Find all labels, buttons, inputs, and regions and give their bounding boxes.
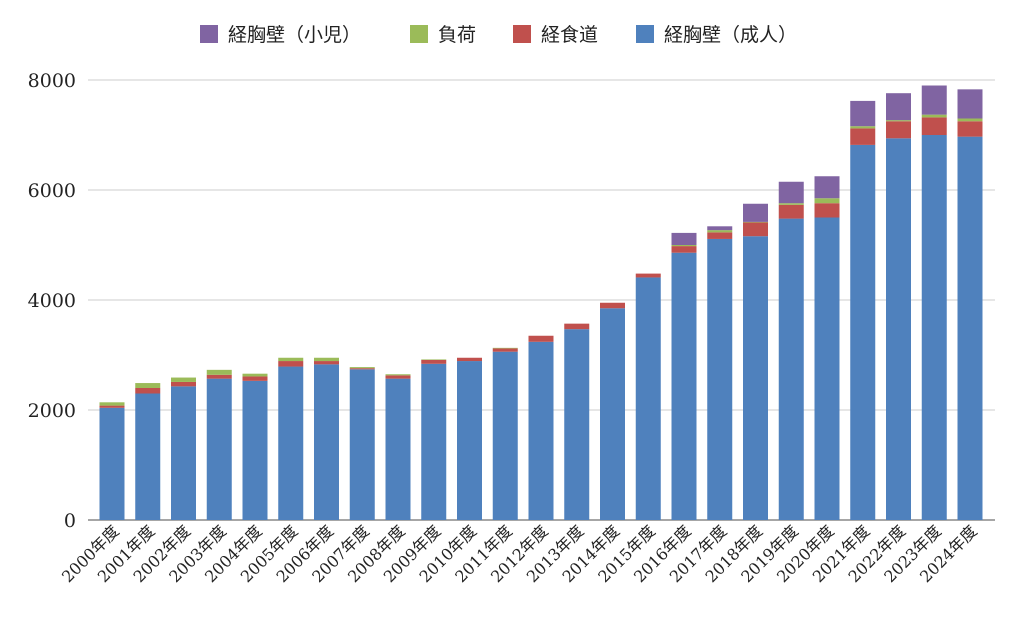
bar-segment xyxy=(921,114,947,118)
bar-segment xyxy=(743,236,768,520)
bar-segment xyxy=(635,273,661,278)
bar-segment xyxy=(135,383,161,388)
bar-segment xyxy=(707,238,733,520)
bar-segment xyxy=(135,388,161,394)
bar-segment xyxy=(349,369,375,520)
bar-segment xyxy=(492,351,518,520)
bar-segment xyxy=(778,203,804,205)
bar-segment xyxy=(957,118,983,122)
bar-segment xyxy=(921,117,947,135)
bar-segment xyxy=(778,218,804,520)
y-tick-label: 8000 xyxy=(28,70,76,92)
bar-segment xyxy=(850,128,876,145)
bar-segment xyxy=(99,407,125,520)
bar-segment xyxy=(886,138,911,521)
bar-segment xyxy=(171,377,196,382)
bar-segment xyxy=(314,364,339,520)
bar-segment xyxy=(814,203,840,218)
bar-segment xyxy=(886,93,911,121)
bar-segment xyxy=(743,221,768,223)
bar-segment xyxy=(814,198,840,204)
bar-segment xyxy=(278,361,304,367)
legend-swatch xyxy=(513,25,531,43)
bar-segment xyxy=(707,230,733,233)
bar-segment xyxy=(671,246,697,253)
legend-swatch xyxy=(200,25,218,43)
bar-segment xyxy=(385,378,411,520)
bar-segment xyxy=(242,380,268,520)
bar-segment xyxy=(671,232,697,245)
bar-segment xyxy=(850,126,876,129)
bar-segment xyxy=(564,329,590,520)
bar-segment xyxy=(135,393,161,520)
bar-segment xyxy=(778,204,804,219)
bar-segment xyxy=(171,386,196,520)
bar-segment xyxy=(492,347,518,349)
bar-segment xyxy=(886,121,911,139)
bar-segment xyxy=(99,405,125,408)
bar-segment xyxy=(600,308,625,520)
bar-segment xyxy=(528,341,554,520)
bar-segment xyxy=(278,357,304,362)
bar-segment xyxy=(564,323,590,330)
legend-label: 経胸壁（成人） xyxy=(664,24,797,46)
bar-segment xyxy=(743,222,768,237)
bar-segment xyxy=(314,357,339,362)
bar-segment xyxy=(957,121,983,137)
legend-swatch xyxy=(636,25,654,43)
legend-label: 負荷 xyxy=(438,24,476,46)
bar-segment xyxy=(171,381,196,387)
bar-segment xyxy=(850,100,876,127)
bar-segment xyxy=(600,302,625,309)
bar-segment xyxy=(385,375,411,379)
bar-segment xyxy=(457,361,482,520)
bar-segment xyxy=(921,85,947,115)
bar-segment xyxy=(671,245,697,247)
bar-segment xyxy=(457,357,482,362)
bar-segment xyxy=(743,203,768,222)
bar-segment xyxy=(778,181,804,204)
bar-segment xyxy=(814,176,840,199)
bar-segment xyxy=(349,368,375,370)
bar-segment xyxy=(814,217,840,520)
bar-segment xyxy=(421,363,447,520)
bar-segment xyxy=(206,374,232,379)
y-tick-label: 0 xyxy=(64,510,76,532)
bar-segment xyxy=(957,89,983,119)
y-tick-label: 6000 xyxy=(28,180,76,202)
bar-segment xyxy=(349,367,375,369)
legend-label: 経食道 xyxy=(541,24,598,46)
bar-segment xyxy=(492,348,518,352)
y-tick-label: 2000 xyxy=(28,400,76,422)
bar-segment xyxy=(850,144,876,520)
bar-segment xyxy=(528,335,554,342)
legend-label: 経胸壁（小児） xyxy=(228,24,361,46)
bar-segment xyxy=(206,378,232,520)
bar-segment xyxy=(385,374,411,376)
bar-segment xyxy=(671,252,697,520)
bar-segment xyxy=(921,135,947,520)
bar-segment xyxy=(206,369,232,375)
bar-segment xyxy=(421,359,447,360)
y-tick-label: 4000 xyxy=(28,290,76,312)
bar-segment xyxy=(957,136,983,520)
bar-segment xyxy=(242,376,268,381)
bar-segment xyxy=(635,277,661,520)
legend-swatch xyxy=(410,25,428,43)
bar-segment xyxy=(242,373,268,377)
bar-segment xyxy=(886,120,911,122)
bar-segment xyxy=(314,361,339,365)
bar-segment xyxy=(421,359,447,364)
bar-segment xyxy=(707,226,733,231)
bar-segment xyxy=(99,402,125,406)
bar-segment xyxy=(707,232,733,239)
bar-segment xyxy=(278,366,304,520)
